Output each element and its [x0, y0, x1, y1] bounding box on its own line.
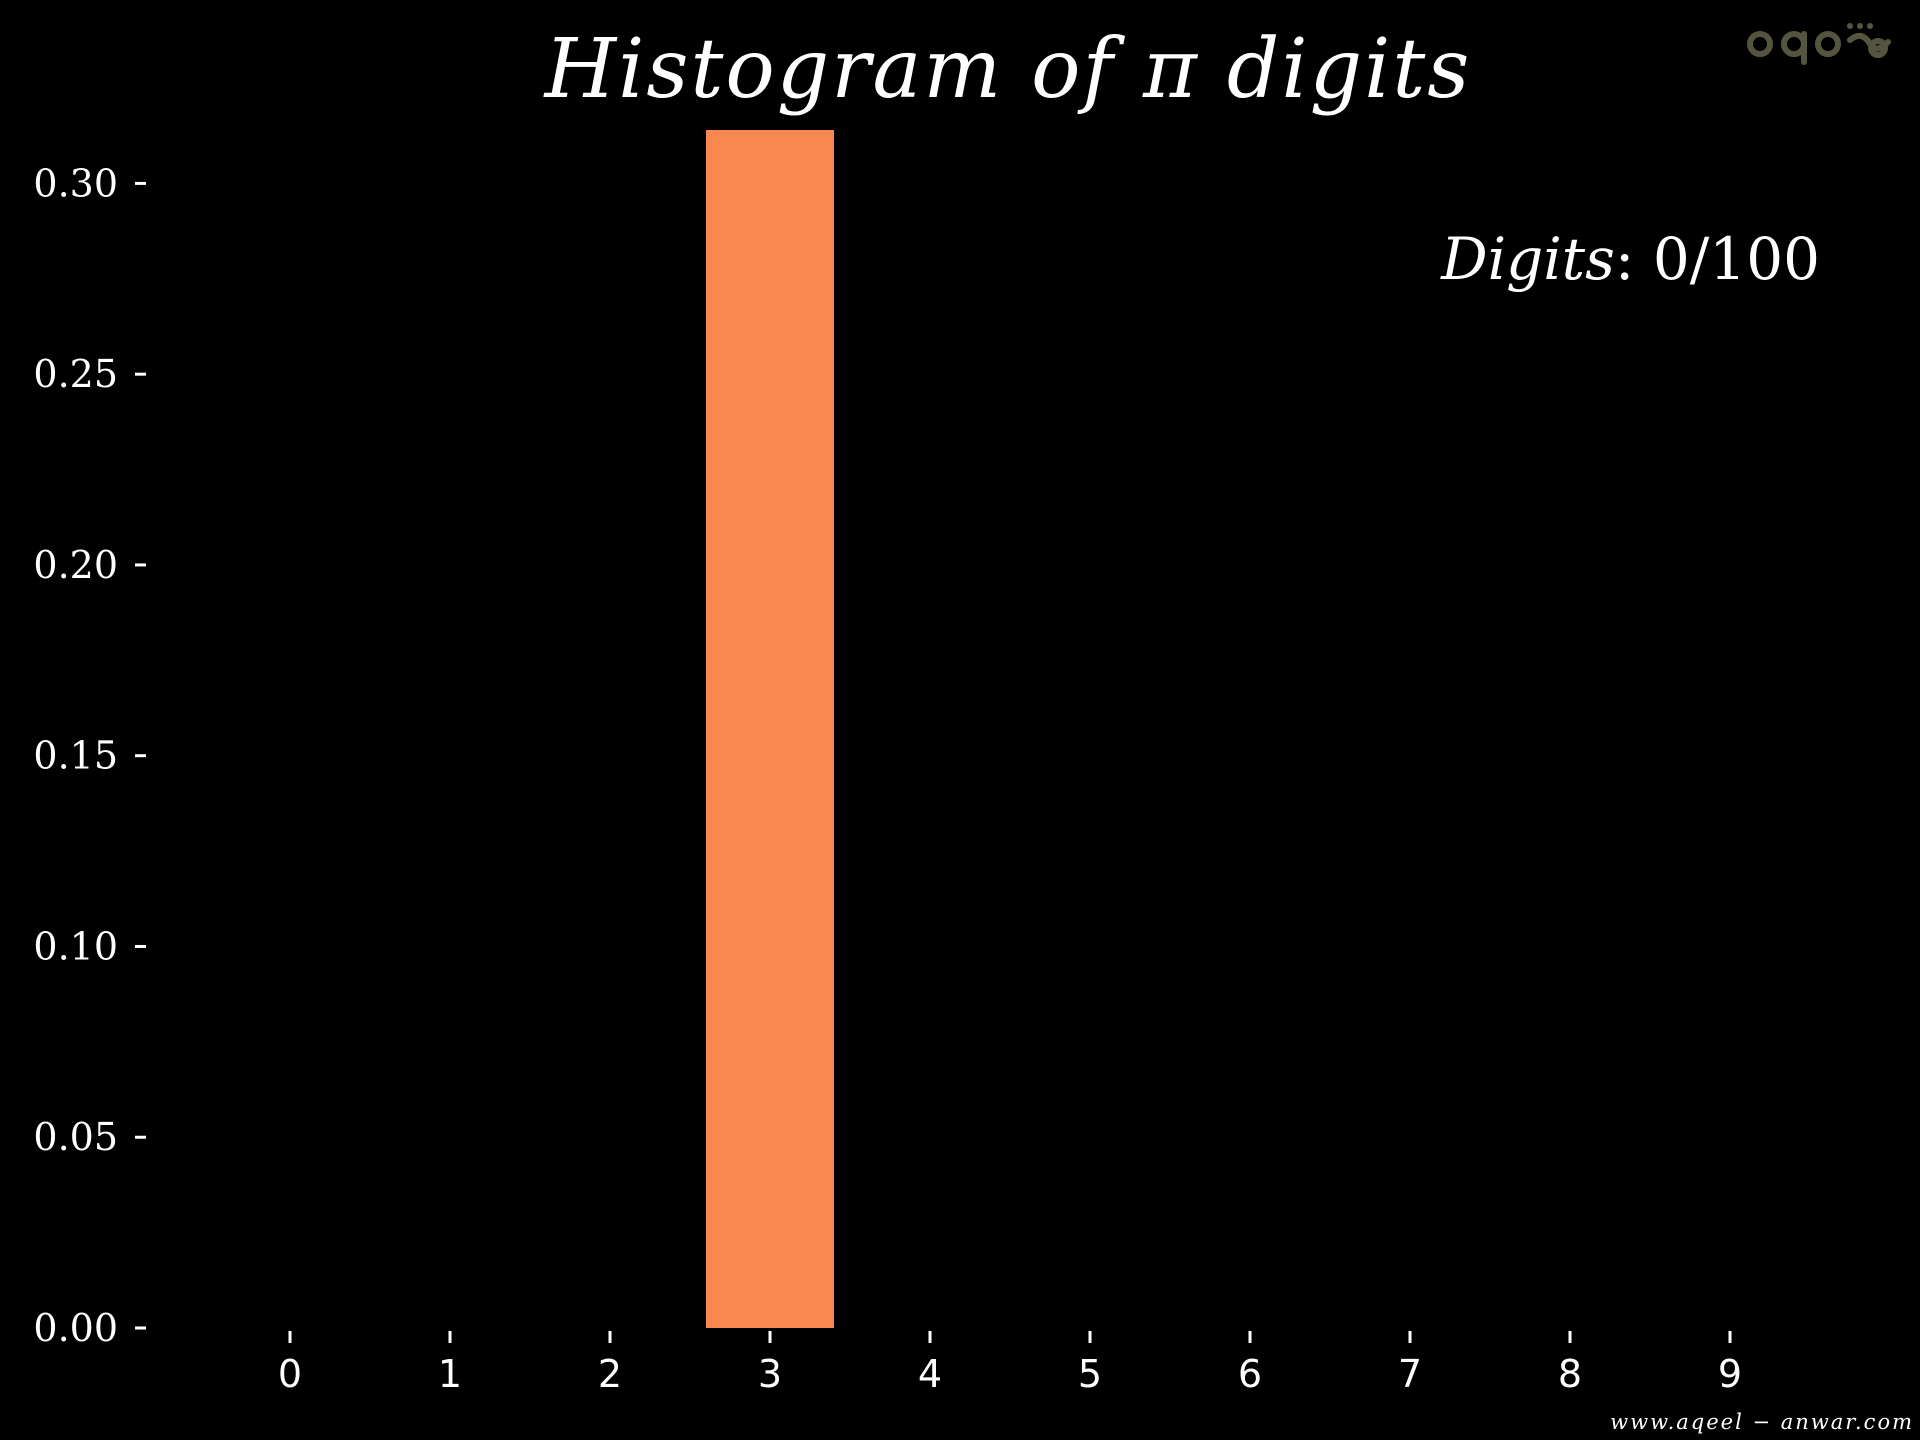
y-tick-label: 0.05 — [33, 1115, 118, 1159]
x-tick-label: 7 — [1398, 1352, 1422, 1396]
y-tick-label: 0.30 — [33, 161, 118, 205]
x-tick-label: 2 — [598, 1352, 622, 1396]
digits-counter-label: Digits — [1441, 225, 1615, 293]
x-tick-label: 9 — [1718, 1352, 1742, 1396]
bar-digit-3 — [706, 130, 834, 1328]
x-tick-label: 8 — [1558, 1352, 1582, 1396]
x-tick-label: 6 — [1238, 1352, 1262, 1396]
x-tick-label: 4 — [918, 1352, 942, 1396]
watermark-text: www.aqeel − anwar.com — [1610, 1410, 1914, 1434]
brand-logo — [1747, 23, 1891, 65]
x-tick-label: 1 — [438, 1352, 462, 1396]
digits-counter: Digits: 0/100 — [1441, 225, 1820, 293]
digits-counter-value: : 0/100 — [1614, 225, 1820, 293]
y-tick-label: 0.00 — [33, 1306, 118, 1350]
x-tick-label: 5 — [1078, 1352, 1102, 1396]
y-tick-label: 0.25 — [33, 352, 118, 396]
x-tick-label: 0 — [278, 1352, 302, 1396]
y-tick-label: 0.15 — [33, 734, 118, 778]
y-tick-label: 0.20 — [33, 543, 118, 587]
x-tick-label: 3 — [758, 1352, 782, 1396]
y-tick-label: 0.10 — [33, 924, 118, 968]
chart-title: Histogram of π digits — [544, 22, 1472, 117]
